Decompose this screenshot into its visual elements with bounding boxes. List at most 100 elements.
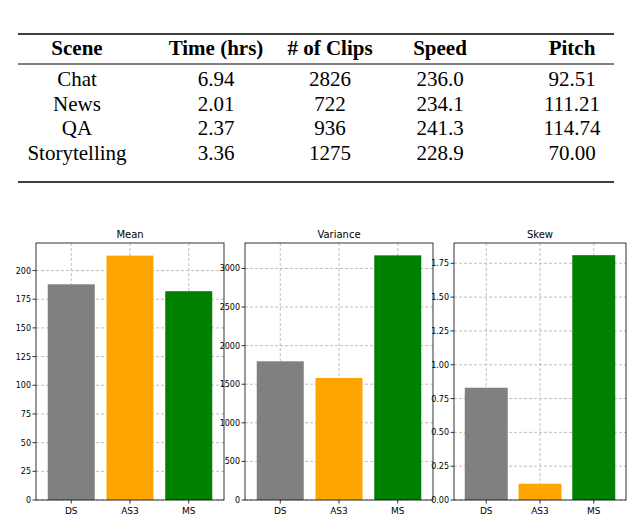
bar — [572, 255, 615, 500]
table-cell: 241.3 — [416, 116, 463, 140]
tick-mark-x — [486, 500, 487, 504]
tick-mark — [33, 299, 37, 300]
tick-label: 0 — [235, 496, 240, 505]
table-cell: 114.74 — [544, 116, 601, 140]
tick-mark — [33, 413, 37, 414]
tick-label: 0 — [26, 496, 31, 505]
tick-label: 0.50 — [431, 428, 449, 437]
tick-label: 3000 — [220, 264, 240, 273]
bars — [48, 256, 213, 500]
tick-mark-x — [130, 500, 131, 504]
category-label: AS3 — [531, 506, 549, 516]
tick-mark — [451, 364, 455, 365]
tick-mark-x — [397, 500, 398, 504]
bar — [107, 256, 154, 500]
chart-title: Skew — [527, 229, 553, 240]
tick-mark — [242, 384, 246, 385]
tick-label: 0.75 — [431, 395, 449, 404]
table-cell: 236.0 — [416, 67, 463, 91]
table-cell: 2.01 — [198, 92, 235, 116]
tick-mark — [242, 422, 246, 423]
tick-mark — [242, 461, 246, 462]
tick-label: 175 — [16, 295, 31, 304]
table-cell: 234.1 — [416, 92, 463, 116]
table-cell: 111.21 — [544, 92, 600, 116]
figure: Scene Time (hrs) # of Clips Speed Pitch Chat 6… — [0, 0, 632, 522]
tick-mark — [242, 268, 246, 269]
top-rule — [18, 33, 614, 35]
tick-label: 1.25 — [431, 327, 449, 336]
tick-mark — [33, 356, 37, 357]
tick-mark — [242, 345, 246, 346]
tick-mark — [33, 270, 37, 271]
column-header: Time (hrs) — [169, 36, 264, 60]
bar-chart: 0255075100125150175200DSAS3MSMean — [16, 229, 224, 516]
tick-label: 500 — [225, 457, 240, 466]
tick-mark — [33, 385, 37, 386]
column-header: Pitch — [549, 36, 596, 60]
bar — [374, 255, 421, 500]
tick-mark-x — [280, 500, 281, 504]
tick-label: 1.75 — [431, 259, 449, 268]
tick-label: 1.50 — [431, 293, 449, 302]
tick-label: 150 — [16, 324, 31, 333]
bar — [316, 378, 363, 500]
frame — [36, 243, 224, 500]
column-header: # of Clips — [287, 36, 372, 60]
tick-mark-x — [540, 500, 541, 504]
tick-label: 2000 — [220, 342, 240, 351]
category-label: AS3 — [121, 506, 139, 516]
table-cell: 1275 — [309, 141, 351, 165]
column-header: Scene — [51, 36, 102, 60]
mid-rule — [18, 64, 614, 65]
table-cell: 92.51 — [548, 67, 595, 91]
tick-mark — [451, 297, 455, 298]
tick-mark-x — [339, 500, 340, 504]
table-cell: 3.36 — [198, 141, 235, 165]
tick-label: 1.00 — [431, 361, 449, 370]
category-label: MS — [182, 506, 196, 516]
table-cell: Storytelling — [27, 141, 127, 165]
tick-label: 0.25 — [431, 462, 449, 471]
bar — [48, 284, 95, 500]
bottom-rule — [18, 181, 614, 183]
table-cell: 70.00 — [548, 141, 595, 165]
tick-label: 125 — [16, 353, 31, 362]
tick-label: 1500 — [220, 380, 240, 389]
tick-label: 100 — [16, 381, 31, 390]
table-cell: 2826 — [309, 67, 351, 91]
tick-mark — [33, 442, 37, 443]
tick-label: 1000 — [220, 419, 240, 428]
table-cell: 2.37 — [198, 116, 235, 140]
tick-label: 50 — [21, 439, 31, 448]
table-cell: 6.94 — [198, 67, 235, 91]
table: Scene Time (hrs) # of Clips Speed Pitch Chat 6… — [18, 34, 614, 182]
tick-label: 0.00 — [431, 496, 449, 505]
category-label: DS — [65, 506, 78, 516]
bars — [465, 255, 616, 500]
category-label: AS3 — [330, 506, 348, 516]
grid-line-x — [540, 243, 541, 500]
chart-title: Variance — [317, 229, 360, 240]
bar-chart: 050010001500200025003000DSAS3MSVariance — [220, 229, 433, 516]
bars — [257, 255, 422, 500]
tick-mark — [33, 327, 37, 328]
tick-mark — [33, 500, 37, 501]
tick-mark — [242, 500, 246, 501]
bar — [519, 484, 562, 500]
table-cell: News — [53, 92, 101, 116]
table-cell: Chat — [57, 67, 97, 91]
tick-mark — [451, 500, 455, 501]
tick-mark-x — [188, 500, 189, 504]
tick-mark — [451, 466, 455, 467]
frame — [454, 243, 626, 500]
tick-label: 75 — [21, 410, 31, 419]
bar-chart: 0.000.250.500.751.001.251.501.75DSAS3MSS… — [431, 229, 626, 516]
column-header: Speed — [413, 36, 467, 60]
tick-mark — [451, 398, 455, 399]
category-label: MS — [587, 506, 601, 516]
tick-label: 2500 — [220, 303, 240, 312]
table-cell: 936 — [314, 116, 346, 140]
bar — [165, 291, 212, 500]
tick-mark-x — [71, 500, 72, 504]
